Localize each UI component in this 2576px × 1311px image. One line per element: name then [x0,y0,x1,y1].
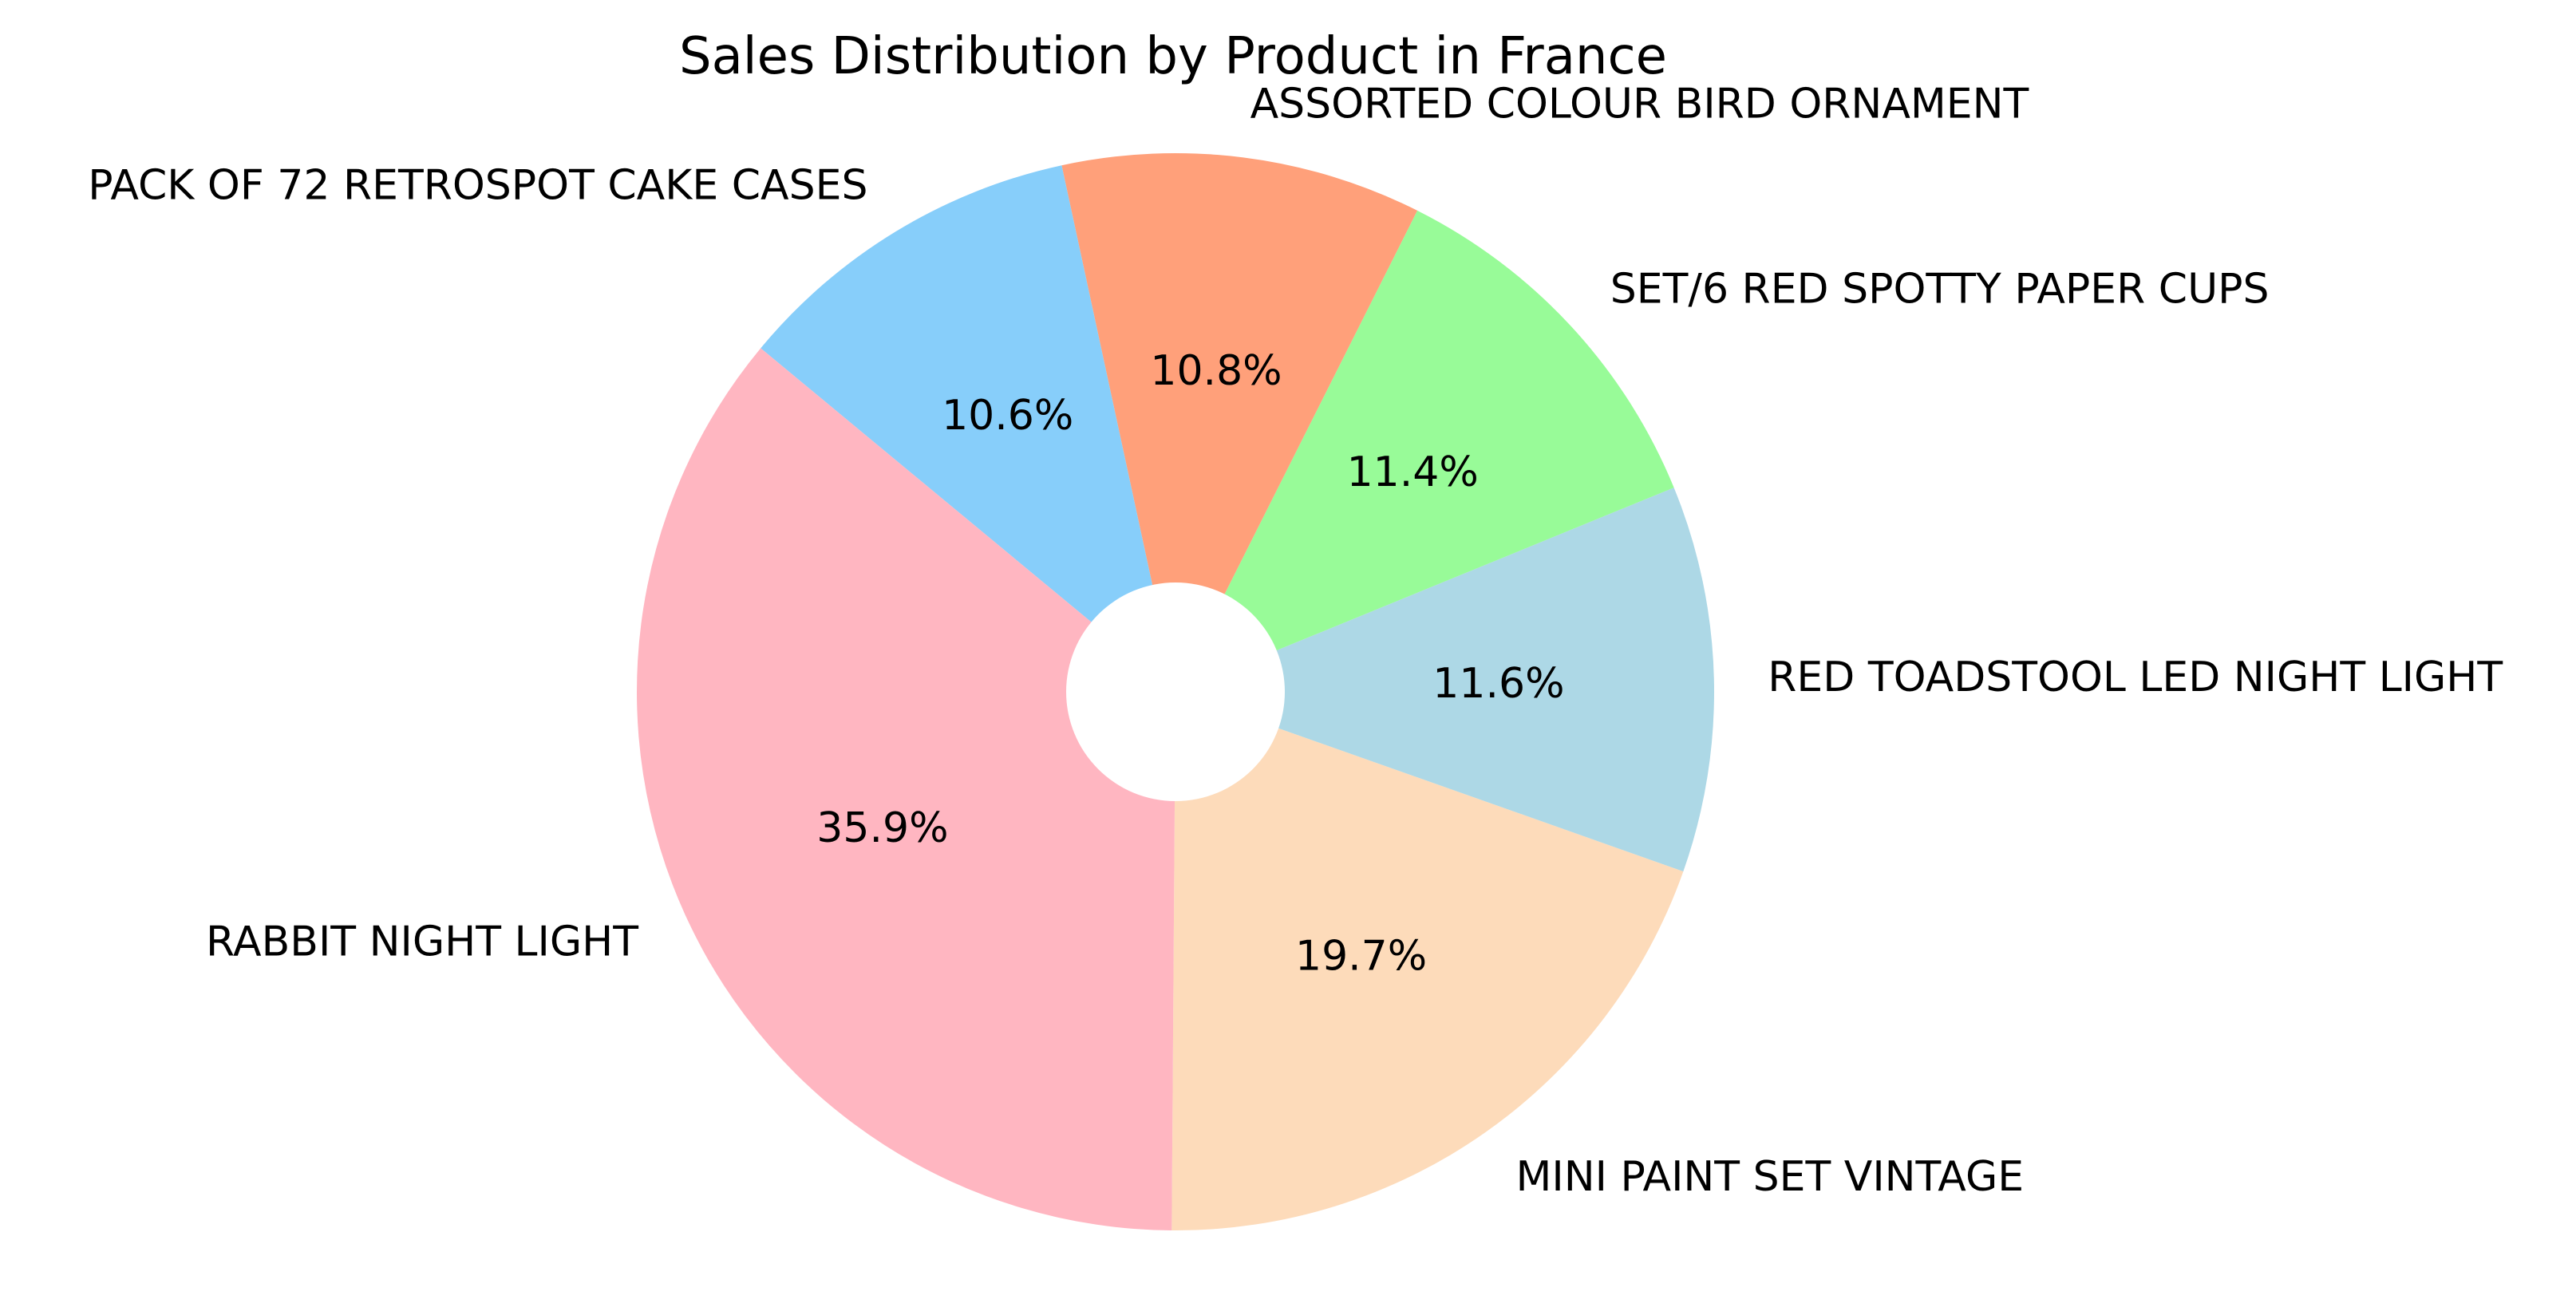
percentage-label: 11.6% [1432,660,1564,708]
category-label: MINI PAINT SET VINTAGE [1516,1153,2025,1201]
category-label: RABBIT NIGHT LIGHT [206,918,638,966]
chart-title: Sales Distribution by Product in France [679,27,1667,86]
pie-slice-pack-of-72-retrospot-cake-cases [761,165,1175,693]
category-label: ASSORTED COLOUR BIRD ORNAMENT [1250,80,2029,128]
percentage-label: 10.6% [942,392,1073,440]
pie-slice-assorted-colour-bird-ornament [1061,152,1418,693]
pie-slice-set-6-red-spotty-paper-cups [1175,210,1674,692]
pie-slices [637,152,1715,1230]
category-labels: MINI PAINT SET VINTAGE RED TOADSTOOL LED … [88,80,2503,1200]
percentage-label: 35.9% [816,804,948,852]
percentage-label: 19.7% [1295,933,1427,981]
donut-hole [1066,582,1285,801]
percentage-labels: 19.7% 11.6% 11.4% 10.8% 10.6% 35.9% [816,347,1564,980]
percentage-label: 11.4% [1347,448,1479,496]
category-label: PACK OF 72 RETROSPOT CAKE CASES [88,161,867,209]
pie-slice-rabbit-night-light [637,348,1175,1230]
pie-slice-mini-paint-set-vintage [1171,692,1684,1230]
category-label: RED TOADSTOOL LED NIGHT LIGHT [1768,654,2503,701]
percentage-label: 10.8% [1150,347,1282,395]
pie-slice-red-toadstool-led-night-light [1175,488,1715,872]
category-label: SET/6 RED SPOTTY PAPER CUPS [1610,266,2270,314]
